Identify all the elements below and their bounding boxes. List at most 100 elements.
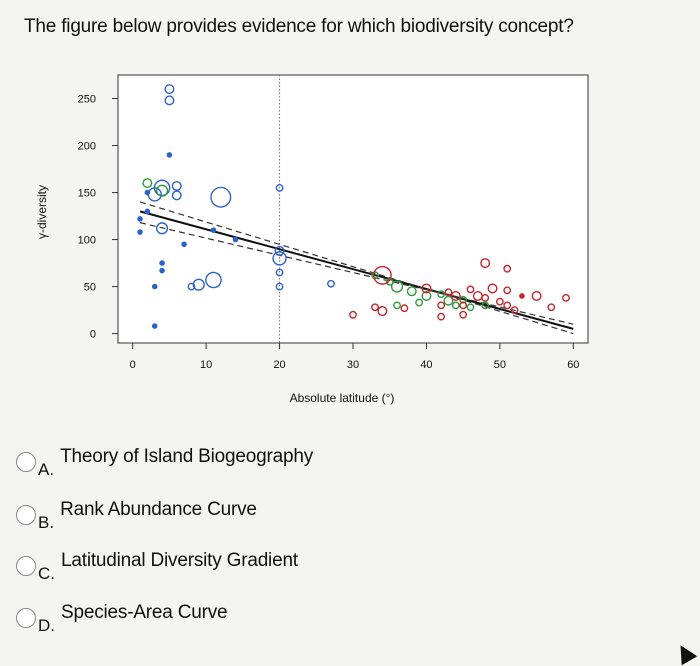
x-axis-label: Absolute latitude (°) [290,391,395,405]
data-point [487,283,498,294]
option-c-letter: C. [38,564,55,583]
data-point [144,189,151,196]
data-point [187,282,196,291]
data-point [164,95,175,106]
option-c-text: Latitudinal Diversity Gradient [61,550,298,571]
data-point [275,282,284,291]
data-point [443,295,454,306]
option-d-radio[interactable] [16,608,36,628]
data-point [377,306,388,317]
data-point [503,301,512,310]
data-point [164,84,175,95]
y-tick-label: 150 [78,188,96,200]
data-point [274,245,285,256]
data-point [421,290,432,301]
x-tick-label: 10 [200,359,212,371]
data-point [437,312,446,321]
data-point [415,298,423,307]
chart: 0 10 20 30 40 50 60 0 50 100 150 200 250 Absolute la… [35,74,589,405]
data-point [481,293,490,302]
data-point [349,310,357,319]
data-point [450,290,461,301]
data-point [327,279,335,288]
data-point [466,303,475,312]
data-point [459,310,468,319]
y-tick-label: 250 [78,94,96,106]
data-point [372,265,392,285]
data-point [275,268,284,277]
data-point [459,295,468,304]
data-point [562,293,570,302]
data-point [480,258,491,269]
x-tick-label: 60 [567,359,579,371]
option-b[interactable]: B. Rank Abundance Curve [16,495,257,535]
fit-line-3 [139,222,574,325]
data-point [137,216,143,222]
data-point [503,286,512,295]
data-point [547,303,556,312]
data-point [159,260,165,266]
data-point [519,293,525,299]
option-b-text: Rank Abundance Curve [60,499,257,520]
data-point [451,301,460,310]
data-point [210,227,217,233]
fit-line-2 [139,201,574,335]
option-a-letter: A. [38,460,55,479]
data-point [531,290,542,301]
data-point [166,152,173,158]
option-b-radio[interactable] [16,505,36,525]
y-tick-label: 0 [90,329,96,341]
data-point [181,241,187,248]
question-text: The figure below provides evidence for w… [24,16,574,37]
data-point [151,283,158,290]
data-point [205,271,222,289]
x-tick-label: 20 [273,359,285,371]
data-point [192,278,205,291]
x-tick-label: 0 [130,359,136,371]
option-a-text: Theory of Island Biogeography [60,446,314,467]
option-d-letter: D. [38,616,55,635]
data-point [390,280,404,293]
option-c[interactable]: C. Latitudinal Diversity Gradient [16,546,298,586]
option-a[interactable]: A. Theory of Island Biogeography [16,442,313,482]
data-point [406,286,417,297]
data-point [142,178,153,189]
data-point [437,290,446,299]
data-point [155,184,169,197]
data-point [444,288,453,297]
data-point [144,208,151,215]
data-point [503,264,512,273]
data-point [171,190,182,201]
data-point [495,297,504,306]
plot-frame [117,74,589,344]
data-point [466,285,475,294]
data-point [481,301,490,310]
data-point [371,303,379,312]
option-d[interactable]: D. Species-Area Curve [16,598,228,638]
option-b-letter: B. [38,513,55,532]
data-point [151,323,158,329]
data-point [155,222,169,235]
y-tick-label: 200 [78,141,96,153]
data-point [272,251,287,266]
data-point [459,301,468,310]
x-tick-label: 50 [494,359,506,371]
option-c-radio[interactable] [16,556,36,576]
data-point [371,271,379,280]
y-tick-label: 50 [84,282,96,294]
data-point [510,306,519,314]
data-point [437,301,446,310]
data-point [393,301,401,310]
option-d-text: Species-Area Curve [61,602,228,623]
data-point [232,236,239,243]
data-point [421,283,432,294]
option-a-radio[interactable] [16,452,36,472]
data-point [171,180,182,191]
y-tick-label: 100 [78,235,96,247]
data-point [400,304,409,313]
x-tick-label: 40 [420,359,432,371]
data-point [210,186,232,208]
x-tick-label: 30 [347,359,359,371]
data-point [159,267,165,274]
y-axis-label: γ-diversity [35,185,49,239]
